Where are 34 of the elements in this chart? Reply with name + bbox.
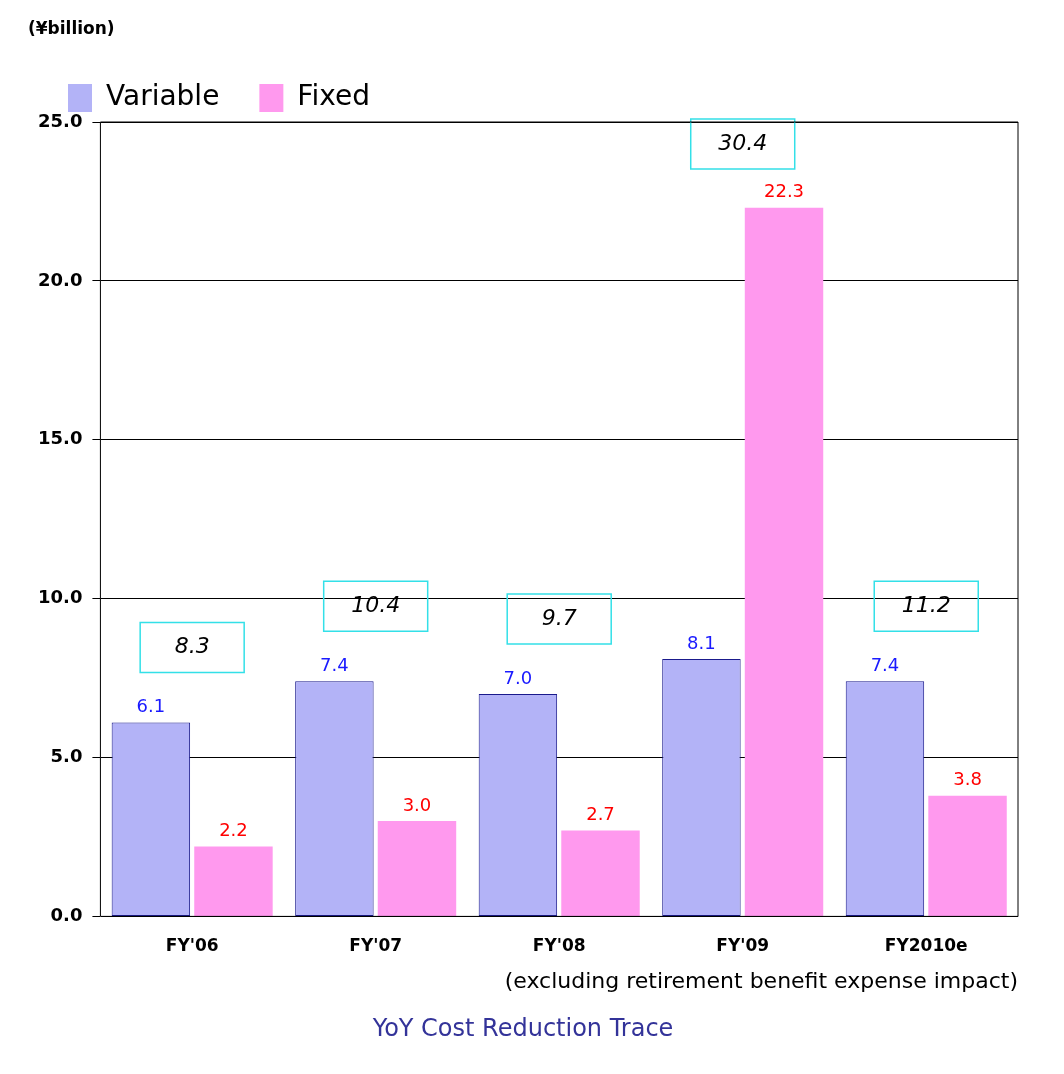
- data-label: 3.0: [402, 793, 432, 815]
- bar: [377, 821, 457, 916]
- bar: [744, 207, 824, 916]
- data-label: 7.4: [870, 653, 900, 675]
- y-tick-label: 0.0: [50, 904, 83, 926]
- text: YoY Cost Reduction Trace: [371, 1013, 674, 1042]
- y-tick-label: 20.0: [37, 268, 83, 290]
- text: (excluding retirement benefit expense impact): [504, 967, 1018, 993]
- total-label: 30.4: [718, 129, 768, 155]
- x-tick-label: FY'09: [716, 935, 770, 956]
- data-label: 7.0: [503, 666, 533, 688]
- data-label: 2.7: [586, 803, 615, 825]
- data-label: 7.4: [320, 653, 349, 675]
- x-tick-label: FY'08: [532, 935, 586, 956]
- total-label: 8.3: [174, 633, 210, 659]
- data-label: 6.1: [136, 695, 166, 717]
- legend-label: Variable: [106, 79, 220, 113]
- data-label: 3.8: [953, 768, 982, 790]
- bar: [194, 846, 273, 916]
- total-label: 9.7: [541, 604, 577, 630]
- y-axis-title: (¥billion): [28, 17, 115, 38]
- x-tick-label: FY'06: [165, 935, 219, 956]
- x-tick-label: FY'07: [349, 935, 403, 956]
- data-label: 2.2: [219, 819, 248, 841]
- y-tick-label: 25.0: [37, 109, 83, 131]
- data-label: 22.3: [763, 180, 805, 202]
- y-tick-label: 15.0: [37, 427, 83, 449]
- y-tick-label: 5.0: [50, 745, 83, 767]
- bar: [928, 795, 1007, 916]
- legend-label: Fixed: [297, 79, 370, 113]
- bar: [561, 830, 640, 916]
- data-label: 8.1: [687, 631, 716, 653]
- y-tick-label: 10.0: [37, 586, 83, 608]
- x-tick-label: FY2010e: [884, 935, 968, 956]
